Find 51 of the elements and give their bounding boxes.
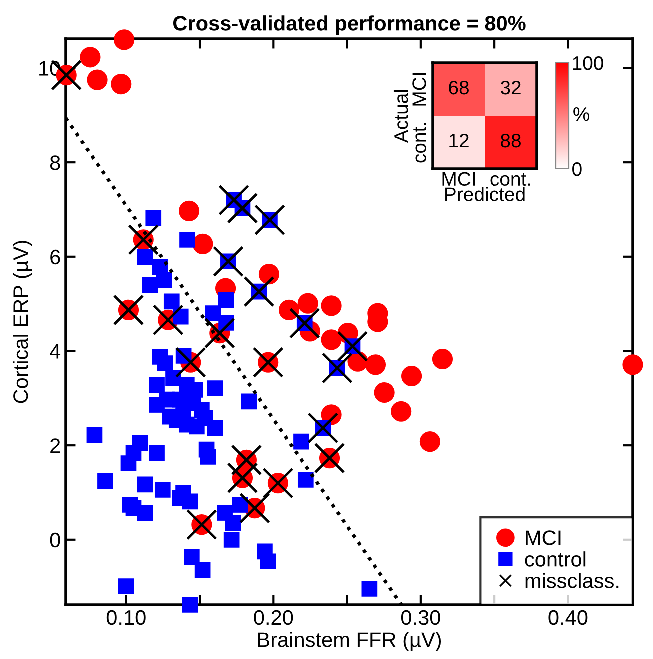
x-tick-label: 0.10 xyxy=(106,610,146,626)
y-axis-title: Actual xyxy=(394,90,408,143)
chart-title: Cross-validated performance = 80% xyxy=(174,16,526,35)
color-bar-title: % xyxy=(574,108,590,122)
point xyxy=(114,30,135,50)
point xyxy=(365,354,386,376)
legend-label: MCI xyxy=(526,530,561,546)
point xyxy=(111,74,132,95)
point xyxy=(254,204,286,236)
y-axis-title: Cortical ERP (µV) xyxy=(12,241,32,404)
point xyxy=(218,184,250,216)
point xyxy=(244,276,275,308)
y-tick-label: 8 xyxy=(50,156,60,170)
point xyxy=(622,354,644,376)
data-label: 68 xyxy=(449,80,469,95)
point xyxy=(178,200,200,222)
point xyxy=(192,234,214,254)
point xyxy=(432,348,454,370)
point xyxy=(258,264,280,285)
point xyxy=(391,401,412,422)
x-axis-title: Brainstem FFR (µV) xyxy=(258,632,442,652)
point xyxy=(212,246,244,278)
point xyxy=(289,308,320,339)
x-axis-title: Predicted xyxy=(446,187,525,202)
point xyxy=(278,300,300,321)
color-bar-label: 0 xyxy=(572,162,582,176)
legend-label: missclass. xyxy=(526,573,619,588)
x-tick-label: 0.30 xyxy=(401,610,440,626)
x-tick-label: 0.40 xyxy=(548,610,588,626)
y-tick-label: 0 xyxy=(50,532,60,548)
point xyxy=(401,366,422,387)
data-label: 88 xyxy=(501,134,521,148)
point xyxy=(298,293,318,314)
point xyxy=(321,330,342,350)
point xyxy=(337,331,368,362)
point xyxy=(227,192,258,224)
point xyxy=(308,412,339,444)
point xyxy=(322,352,353,384)
data-label: 32 xyxy=(500,80,521,95)
legend-label: control xyxy=(525,552,586,567)
point xyxy=(321,296,342,316)
point xyxy=(87,70,108,90)
color-bar-label: 100 xyxy=(573,56,604,70)
x-tick-label: 0.20 xyxy=(254,610,294,626)
data-label: 12 xyxy=(450,134,469,148)
y-tick-label: 4 xyxy=(50,344,61,359)
y-tick-label: 6 xyxy=(50,250,60,265)
point xyxy=(80,47,101,68)
y-tick-label: 2 xyxy=(50,438,60,454)
point xyxy=(420,432,441,452)
point xyxy=(374,382,395,404)
